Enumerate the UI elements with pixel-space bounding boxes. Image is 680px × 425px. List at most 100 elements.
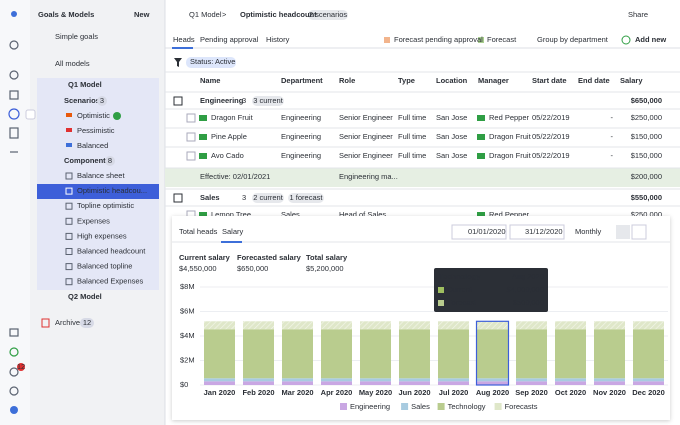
- component[interactable]: Optimistic headcou...: [77, 186, 147, 195]
- table-toggle[interactable]: [631, 224, 647, 240]
- interval[interactable]: Monthly: [575, 227, 602, 236]
- cell-role: Senior Engineer: [339, 151, 393, 160]
- date-input[interactable]: [509, 224, 565, 240]
- column-header[interactable]: Type: [398, 76, 415, 85]
- y-tick-label: $8M: [180, 282, 195, 291]
- column-header[interactable]: End date: [578, 76, 610, 85]
- section-label: Components: [64, 156, 110, 165]
- row-checkbox[interactable]: [186, 132, 196, 142]
- new-button[interactable]: New: [134, 10, 150, 19]
- model-name[interactable]: Q2 Model: [68, 292, 102, 301]
- bar-segment: [204, 329, 235, 379]
- cell-name[interactable]: Dragon Fruit: [211, 113, 254, 122]
- breadcrumb[interactable]: Q1 Model: [189, 10, 222, 19]
- share-button[interactable]: Share: [628, 10, 648, 19]
- nav-item[interactable]: All models: [55, 59, 90, 68]
- cell-manager[interactable]: Red Pepper: [489, 210, 530, 219]
- panel-tab[interactable]: Salary: [222, 227, 244, 236]
- check-icon: [113, 112, 121, 120]
- cell-name[interactable]: Lemon Tree: [211, 210, 251, 219]
- panel-tab[interactable]: Total heads: [179, 227, 218, 236]
- bar-segment: [282, 329, 313, 379]
- cell-manager[interactable]: Dragon Fruit: [489, 151, 532, 160]
- chart-toggle[interactable]: [616, 225, 630, 239]
- component[interactable]: Balance sheet: [77, 171, 125, 180]
- person-icon: [477, 115, 485, 121]
- hatch: [204, 321, 235, 330]
- row-checkbox[interactable]: [186, 151, 196, 161]
- model-name[interactable]: Q1 Model: [68, 80, 102, 89]
- column-header[interactable]: Manager: [478, 76, 509, 85]
- group-by[interactable]: Group by department: [537, 35, 609, 44]
- component-icon: [65, 232, 73, 240]
- scenario[interactable]: Pessimistic: [77, 126, 115, 135]
- group-name: Engineering: [200, 96, 244, 105]
- legend-swatch: [340, 403, 347, 410]
- bar-segment: [399, 329, 430, 379]
- y-tick-label: $0: [180, 380, 188, 389]
- bar-segment: [204, 378, 235, 382]
- column-header[interactable]: Role: [339, 76, 355, 85]
- filter-chip[interactable]: [186, 57, 236, 68]
- column-header[interactable]: Department: [281, 76, 323, 85]
- summary-value: $5,200,000: [306, 264, 344, 273]
- bar-segment: [633, 381, 664, 385]
- bar-segment: [594, 378, 625, 382]
- cell-name[interactable]: Avo Cado: [211, 151, 244, 160]
- legend-swatch: [494, 403, 502, 410]
- legend-swatch: [478, 37, 484, 43]
- component[interactable]: Topline optimistic: [77, 201, 134, 210]
- legend-label: Forecasts: [505, 402, 538, 411]
- bar-segment: [516, 381, 547, 385]
- summary-label: Forecasted salary: [237, 253, 302, 262]
- effective-row-bg: [165, 168, 680, 187]
- date-input[interactable]: [451, 224, 507, 240]
- y-tick-label: $2M: [180, 355, 195, 364]
- row-checkbox[interactable]: [186, 113, 196, 123]
- bar-segment: [633, 329, 664, 379]
- bar-segment: [282, 381, 313, 385]
- component[interactable]: Expenses: [77, 216, 110, 225]
- cell-end: -: [611, 132, 614, 141]
- start-date[interactable]: 01/01/2020: [468, 227, 506, 236]
- tooltip-date: Aug 2020: [512, 272, 544, 281]
- summary-label: Total salary: [306, 253, 348, 262]
- nav-item[interactable]: Archive: [55, 318, 80, 327]
- column-header[interactable]: Start date: [532, 76, 567, 85]
- bar-segment: [399, 381, 430, 385]
- column-header[interactable]: Salary: [620, 76, 643, 85]
- cell-salary: $150,000: [631, 132, 662, 141]
- cell-manager[interactable]: Dragon Fruit: [489, 132, 532, 141]
- bar-segment: [243, 378, 274, 382]
- tooltip-label: Current: [447, 285, 473, 294]
- legend-label: Sales: [411, 402, 430, 411]
- component[interactable]: High expenses: [77, 231, 127, 240]
- cell-name[interactable]: Pine Apple: [211, 132, 247, 141]
- column-header[interactable]: Name: [200, 76, 220, 85]
- tab[interactable]: History: [266, 35, 290, 44]
- filter-chip-label[interactable]: Status: Active: [190, 57, 235, 66]
- cell-department: Engineering: [281, 113, 321, 122]
- component[interactable]: Balanced Expenses: [77, 277, 144, 286]
- collapse-button[interactable]: [25, 109, 36, 120]
- bar-segment: [477, 378, 508, 382]
- nav-item[interactable]: Simple goals: [55, 32, 98, 41]
- bar-segment: [477, 329, 508, 379]
- column-header[interactable]: Location: [436, 76, 468, 85]
- bar-segment: [321, 329, 352, 379]
- tab[interactable]: Pending approval: [200, 35, 259, 44]
- component[interactable]: Balanced headcount: [77, 246, 146, 255]
- add-new[interactable]: Add new: [635, 35, 666, 44]
- hatch: [594, 321, 625, 330]
- scenario[interactable]: Balanced: [77, 141, 108, 150]
- component[interactable]: Balanced topline: [77, 262, 132, 271]
- end-date[interactable]: 31/12/2020: [525, 227, 563, 236]
- scenario[interactable]: Optimistic: [77, 111, 110, 120]
- tab[interactable]: Heads: [173, 35, 195, 44]
- legend-label: Technology: [448, 402, 486, 411]
- bar-segment: [399, 378, 430, 382]
- x-tick-label: Sep 2020: [515, 388, 548, 397]
- bar-segment: [438, 329, 469, 379]
- cell-manager[interactable]: Red Pepper: [489, 113, 530, 122]
